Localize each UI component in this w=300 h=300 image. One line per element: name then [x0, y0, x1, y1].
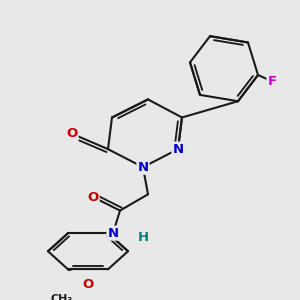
Text: F: F [267, 75, 277, 88]
Text: O: O [87, 190, 99, 203]
Text: O: O [66, 127, 78, 140]
Text: O: O [82, 278, 94, 291]
Text: N: N [137, 161, 148, 174]
Text: N: N [172, 142, 184, 156]
Text: CH₃: CH₃ [51, 294, 73, 300]
Text: N: N [107, 227, 118, 240]
Text: H: H [137, 231, 148, 244]
